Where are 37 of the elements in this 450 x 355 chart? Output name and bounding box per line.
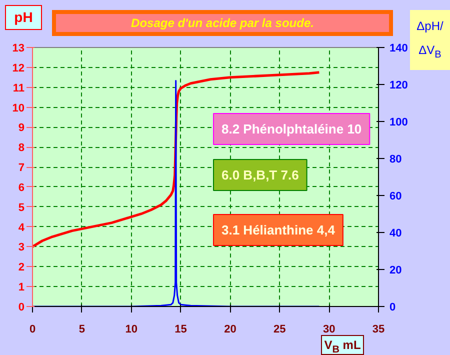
y2-tick-label: 40: [390, 228, 402, 240]
y-tick-label: 10: [12, 102, 25, 114]
y-tick-label: 11: [12, 82, 25, 94]
y2-tick-label: 0: [390, 302, 396, 314]
y2-tick-label: 60: [390, 190, 402, 202]
y2-tick-label: 140: [390, 42, 408, 54]
y-tick-label: 0: [18, 302, 25, 314]
y2-tick-label: 80: [390, 154, 402, 166]
y-tick-label: 3: [18, 242, 25, 254]
y-tick-label: 1: [18, 282, 25, 294]
x-tick-label: 0: [29, 324, 36, 336]
chart-title: Dosage d'un acide par la soude.: [131, 15, 314, 32]
y2-tick-label: 120: [390, 80, 408, 92]
x-tick-label: 5: [78, 324, 85, 336]
y-tick-label: 13: [12, 42, 25, 54]
y2-axis-title: ΔpH/ΔV$_{B}$: [416, 18, 444, 62]
y-tick-label: 6: [18, 182, 25, 194]
y2-tick-label: 20: [390, 264, 402, 276]
x-tick-label: 20: [224, 324, 236, 336]
x-tick-label: 35: [372, 324, 385, 336]
y-tick-label: 4: [18, 222, 26, 234]
y-tick-label: 8: [18, 142, 25, 154]
x-tick-label: 25: [274, 324, 286, 336]
annotation: 6.0 B,B,T 7.6: [222, 168, 299, 182]
annotation: 3.1 Hélianthine 4,4: [222, 222, 336, 238]
annotation: 8.2 Phénolphtaléine 10: [222, 122, 362, 136]
y-tick-label: 2: [18, 262, 25, 274]
x-tick-label: 15: [174, 324, 187, 336]
y-axis-title: pH: [14, 8, 33, 27]
y-tick-label: 7: [18, 162, 25, 174]
x-axis-title: V$_{B}$ mL: [324, 336, 361, 355]
y2-tick-label: 100: [390, 116, 408, 128]
y-tick-label: 12: [12, 62, 25, 74]
x-tick-label: 30: [322, 324, 336, 336]
x-tick-label: 10: [125, 324, 138, 336]
y-tick-label: 5: [18, 202, 25, 214]
y-tick-label: 9: [18, 122, 25, 134]
